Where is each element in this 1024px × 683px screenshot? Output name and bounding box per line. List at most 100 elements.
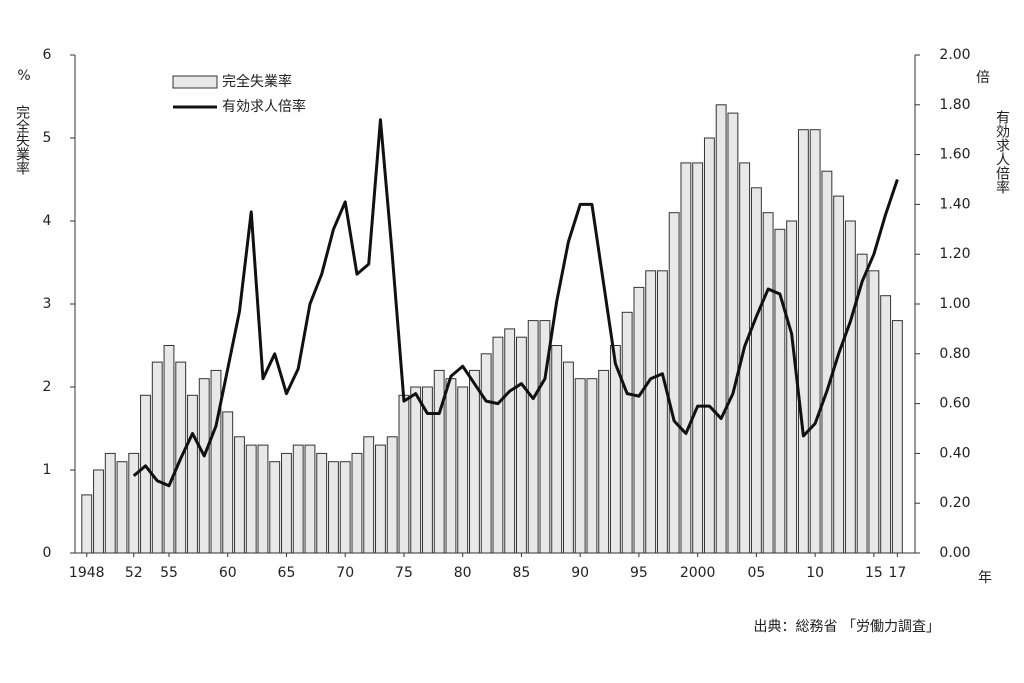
bar bbox=[222, 411, 234, 554]
y2-unit: 倍 bbox=[976, 70, 990, 86]
y2-tick-label: 0.60 bbox=[939, 396, 970, 412]
y2-tick-label: 0.20 bbox=[939, 495, 970, 511]
bar bbox=[750, 187, 762, 554]
bar bbox=[656, 270, 668, 554]
y2-tick-label: 2.00 bbox=[939, 47, 970, 63]
source: 出典：総務省 「労働力調査」 bbox=[754, 619, 940, 635]
bar bbox=[269, 461, 281, 554]
bar bbox=[316, 452, 328, 554]
x-tick-label: 05 bbox=[747, 565, 765, 581]
x-tick-label: 75 bbox=[395, 565, 413, 581]
y-tick-label: 6 bbox=[43, 47, 52, 63]
y2-tick-label: 1.80 bbox=[939, 97, 970, 113]
bar bbox=[469, 369, 480, 554]
y2-tick-label: 1.00 bbox=[939, 296, 970, 312]
x-tick-label: 15 bbox=[865, 565, 883, 581]
bar bbox=[198, 378, 210, 554]
bar bbox=[633, 286, 645, 554]
bar bbox=[833, 195, 845, 554]
y-tick-label: 1 bbox=[43, 462, 52, 478]
bar bbox=[786, 220, 798, 554]
x-tick-label: 60 bbox=[219, 565, 237, 581]
bar bbox=[844, 220, 856, 554]
bar bbox=[609, 345, 621, 554]
y2-tick-label: 1.60 bbox=[939, 147, 970, 163]
bar bbox=[386, 436, 398, 554]
x-axis-title: 年 bbox=[978, 570, 992, 586]
bar bbox=[880, 295, 892, 554]
y2-axis-title: 有効求人倍率 bbox=[994, 110, 1010, 194]
x-tick-label: 70 bbox=[336, 565, 354, 581]
bar bbox=[621, 311, 633, 554]
bar bbox=[163, 345, 175, 554]
y-unit: % bbox=[17, 68, 30, 84]
y-tick-label: 0 bbox=[43, 545, 52, 561]
y2-tick-label: 0.00 bbox=[939, 545, 970, 561]
bar bbox=[128, 452, 140, 554]
bar bbox=[504, 328, 516, 554]
bar bbox=[339, 461, 351, 554]
bar bbox=[210, 369, 222, 554]
bar bbox=[234, 436, 245, 554]
bar bbox=[81, 494, 93, 554]
bar bbox=[351, 452, 363, 554]
x-tick-label: 90 bbox=[571, 565, 589, 581]
bar bbox=[398, 394, 410, 554]
bar bbox=[668, 212, 680, 554]
bar bbox=[187, 394, 198, 554]
bar bbox=[703, 137, 715, 554]
bar bbox=[868, 270, 880, 554]
bar bbox=[598, 369, 610, 554]
bar bbox=[140, 394, 151, 554]
bar bbox=[304, 444, 316, 554]
bar bbox=[433, 369, 445, 554]
y-tick-label: 3 bbox=[43, 296, 52, 312]
x-tick-label: 80 bbox=[454, 565, 472, 581]
legend-label: 完全失業率 bbox=[222, 73, 292, 90]
bar bbox=[762, 212, 774, 554]
y-tick-label: 2 bbox=[43, 379, 52, 395]
bar bbox=[328, 461, 339, 554]
legend-swatch bbox=[172, 75, 218, 89]
bar bbox=[586, 378, 598, 554]
x-tick-label: 2000 bbox=[680, 565, 716, 581]
bar bbox=[457, 386, 469, 554]
bar bbox=[492, 336, 504, 554]
bar bbox=[891, 320, 903, 554]
x-tick-label: 10 bbox=[806, 565, 824, 581]
bar bbox=[445, 378, 457, 554]
bar bbox=[375, 444, 386, 554]
x-tick-label: 17 bbox=[888, 565, 906, 581]
y-tick-label: 5 bbox=[43, 130, 52, 146]
x-tick-label: 95 bbox=[630, 565, 648, 581]
bar bbox=[727, 112, 739, 554]
y-tick-label: 4 bbox=[43, 213, 52, 229]
line bbox=[132, 118, 899, 488]
bar bbox=[645, 270, 657, 554]
bar bbox=[104, 452, 116, 554]
bar bbox=[692, 162, 704, 554]
y2-tick-label: 0.80 bbox=[939, 346, 970, 362]
bar bbox=[797, 129, 809, 554]
x-tick-label: 52 bbox=[125, 565, 143, 581]
bar bbox=[562, 361, 574, 554]
y2-tick-label: 1.40 bbox=[939, 196, 970, 212]
bar bbox=[93, 469, 104, 554]
bar bbox=[551, 345, 563, 554]
bar bbox=[821, 170, 833, 554]
legend-label: 有効求人倍率 bbox=[222, 98, 306, 115]
bar bbox=[257, 444, 269, 554]
bar bbox=[292, 444, 304, 554]
bar bbox=[527, 320, 539, 554]
bar bbox=[539, 320, 551, 554]
bar bbox=[515, 336, 527, 554]
bar bbox=[410, 386, 422, 554]
bar bbox=[422, 386, 433, 554]
y2-tick-label: 1.20 bbox=[939, 246, 970, 262]
bar bbox=[715, 104, 727, 554]
bar bbox=[245, 444, 257, 554]
bar bbox=[281, 452, 292, 554]
x-tick-label: 1948 bbox=[69, 565, 105, 581]
bar bbox=[680, 162, 692, 554]
